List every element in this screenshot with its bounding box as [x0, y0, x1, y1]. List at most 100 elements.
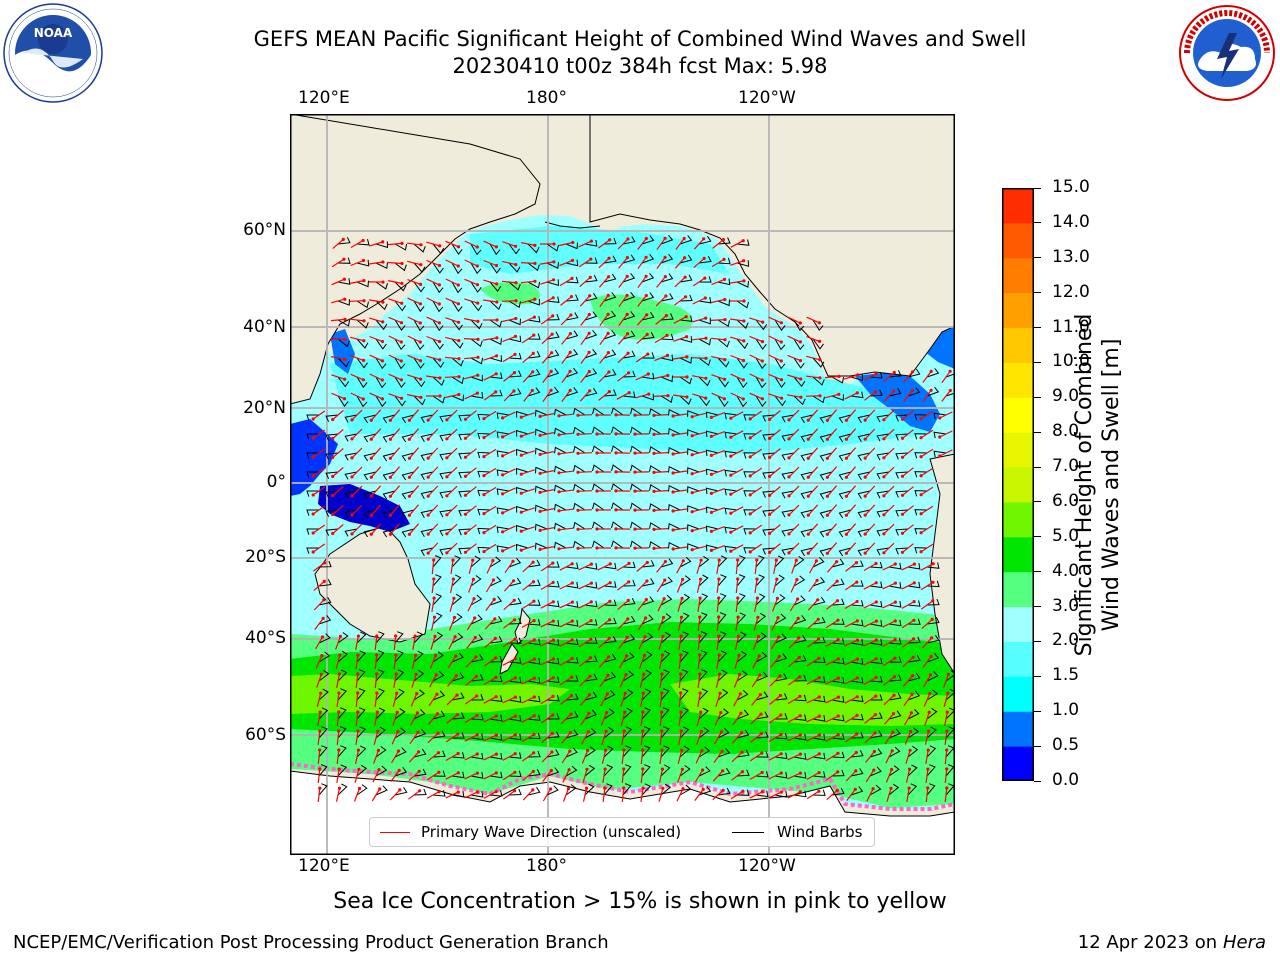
wind-barb: [914, 490, 928, 497]
wind-barb: [622, 633, 636, 644]
wave-direction-arrow: [730, 318, 744, 322]
wave-arrow-head: [627, 391, 631, 395]
wave-direction-arrow: [772, 579, 778, 593]
wave-arrow-head: [760, 340, 765, 344]
wind-barb: [641, 614, 654, 625]
wave-arrow-head: [604, 729, 608, 733]
colorbar-segment: [1002, 432, 1034, 468]
wave-arrow-head: [626, 332, 630, 336]
wave-arrow-head: [799, 377, 803, 381]
wind-barb: [584, 673, 598, 682]
wave-direction-arrow: [618, 257, 628, 269]
wind-barb: [413, 319, 425, 332]
wave-arrow-head: [742, 339, 746, 343]
wind-barb: [687, 448, 700, 455]
wave-arrow-head: [798, 675, 802, 679]
wave-direction-arrow: [521, 526, 535, 532]
wave-direction-arrow: [863, 639, 877, 647]
wave-direction-arrow: [640, 749, 644, 765]
wave-arrow-head: [350, 513, 354, 517]
wind-barb: [603, 237, 617, 245]
wave-arrow-head: [588, 674, 592, 678]
wave-arrow-head: [873, 731, 877, 735]
wind-barb: [306, 414, 319, 421]
wave-arrow-head: [644, 616, 648, 620]
wind-barb: [470, 338, 483, 348]
wind-barb: [432, 690, 446, 701]
wind-barb: [660, 234, 674, 245]
wave-direction-arrow: [540, 261, 554, 265]
wave-arrow-head: [912, 581, 916, 585]
wind-barb: [831, 714, 845, 722]
wave-direction-arrow: [599, 352, 609, 364]
wave-direction-arrow: [336, 769, 340, 783]
wave-arrow-head: [494, 656, 498, 660]
wave-arrow-head: [836, 751, 840, 755]
wave-direction-arrow: [863, 676, 877, 686]
wave-arrow-head: [473, 635, 477, 640]
wind-barb: [736, 395, 748, 408]
wave-direction-arrow: [577, 528, 593, 530]
wave-arrow-head: [369, 437, 373, 441]
wave-arrow-head: [900, 531, 905, 535]
wind-barb: [584, 257, 598, 264]
wave-arrow-head: [476, 373, 480, 377]
wave-direction-arrow: [826, 504, 838, 516]
wind-barb: [554, 446, 567, 454]
wind-barb: [508, 733, 522, 741]
wind-barb: [679, 745, 690, 758]
wave-arrow-head: [863, 494, 867, 498]
wind-barb: [451, 357, 464, 367]
wave-arrow-head: [729, 492, 733, 496]
wind-barb: [831, 751, 845, 759]
wind-barb: [451, 672, 465, 682]
wave-arrow-head: [853, 787, 857, 792]
wind-barb: [584, 329, 598, 340]
wave-direction-arrow: [521, 507, 535, 513]
wave-arrow-head: [909, 729, 913, 734]
wind-barb: [527, 316, 541, 323]
wind-barb: [603, 726, 615, 739]
wind-barb: [432, 555, 442, 568]
wave-arrow-head: [882, 513, 886, 517]
wave-arrow-head: [663, 275, 667, 279]
wind-barb: [933, 450, 947, 458]
wind-barb: [793, 338, 805, 351]
wave-arrow-head: [413, 634, 417, 638]
wave-arrow-head: [531, 370, 535, 374]
wind-barb: [546, 386, 560, 397]
wave-direction-arrow: [502, 734, 516, 742]
wave-arrow-head: [438, 394, 442, 398]
wind-barb: [489, 771, 503, 779]
wave-direction-arrow: [711, 450, 725, 456]
wave-arrow-head: [337, 710, 341, 714]
colorbar-tick-label: 5.0: [1052, 525, 1080, 546]
wave-arrow-head: [400, 261, 404, 266]
wind-barb: [622, 783, 632, 796]
wave-direction-arrow: [714, 731, 722, 745]
wave-arrow-head: [513, 637, 517, 641]
wave-direction-arrow: [336, 749, 340, 765]
wave-direction-arrow: [558, 432, 574, 436]
wave-direction-arrow: [522, 371, 534, 383]
wind-barb: [926, 598, 940, 606]
wind-barb: [337, 745, 347, 758]
wind-barb: [755, 574, 765, 587]
wind-barb: [622, 330, 636, 340]
wave-direction-arrow: [577, 414, 593, 416]
wind-barb: [774, 594, 786, 606]
wave-direction-arrow: [407, 297, 421, 305]
wave-arrow-head: [625, 293, 629, 297]
wave-direction-arrow: [412, 636, 416, 650]
wave-direction-arrow: [714, 712, 722, 726]
wave-arrow-head: [742, 299, 746, 303]
wind-barb: [592, 407, 605, 416]
wind-barb: [546, 694, 560, 702]
wave-direction-arrow: [883, 390, 895, 402]
wave-arrow-head: [882, 494, 886, 498]
wave-direction-arrow: [562, 769, 570, 783]
wave-direction-arrow: [692, 393, 706, 399]
wind-barb: [668, 484, 681, 492]
wind-barb: [344, 471, 358, 480]
wave-arrow-head: [871, 787, 875, 791]
